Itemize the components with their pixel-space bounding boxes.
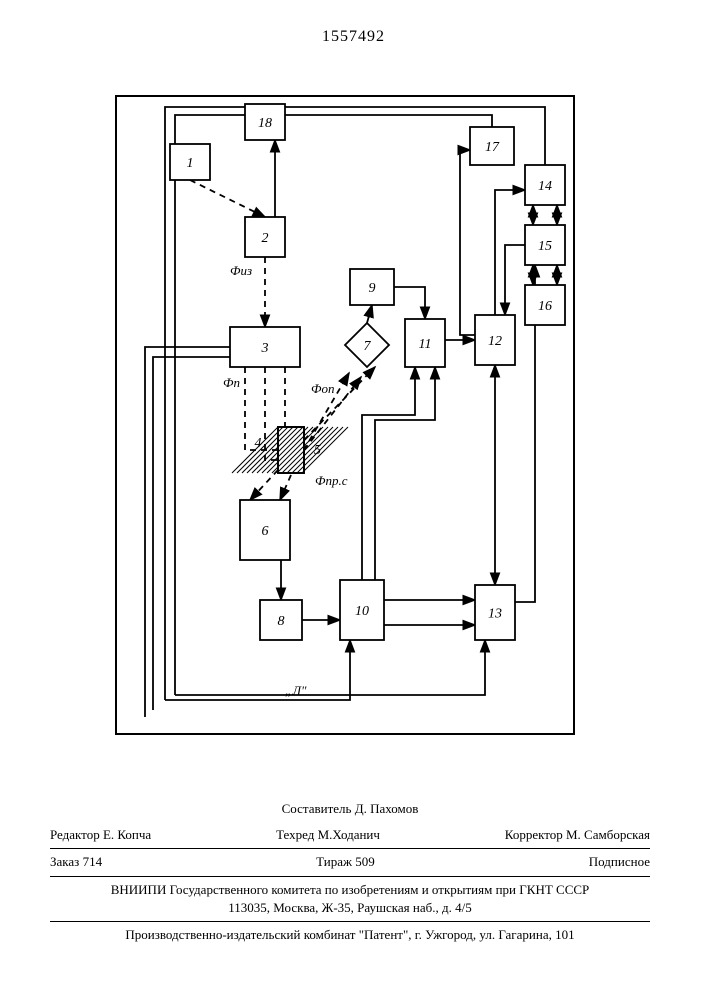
- tirazh-number: 509: [355, 854, 375, 869]
- corrector-label: Корректор: [505, 827, 563, 842]
- patent-number: 1557492: [0, 28, 707, 46]
- publisher-info: Производственно-издательский комбинат "П…: [125, 927, 574, 942]
- svg-text:2: 2: [262, 231, 269, 246]
- svg-text:7: 7: [364, 339, 372, 354]
- svg-text:Физ: Физ: [230, 263, 252, 278]
- org-address: 113035, Москва, Ж-35, Раушская наб., д. …: [50, 899, 650, 917]
- editor-label: Редактор: [50, 827, 100, 842]
- svg-text:10: 10: [355, 604, 369, 619]
- svg-text:1: 1: [187, 156, 194, 171]
- svg-text:15: 15: [538, 239, 552, 254]
- tirazh-label: Тираж: [316, 854, 352, 869]
- composer-name: Д. Пахомов: [355, 801, 419, 816]
- svg-text:8: 8: [278, 614, 285, 629]
- svg-text:18: 18: [258, 116, 272, 131]
- svg-text:Фпр.с: Фпр.с: [315, 473, 348, 488]
- subscription-label: Подписное: [589, 853, 650, 871]
- svg-text:16: 16: [538, 299, 552, 314]
- svg-text:Фоп: Фоп: [311, 381, 334, 396]
- editor-name: Е. Копча: [103, 827, 151, 842]
- svg-text:Фп: Фп: [223, 375, 240, 390]
- composer-label: Составитель: [282, 801, 352, 816]
- block-diagram: 123456789101112131415161718ФизФпФопФпр.с…: [115, 95, 575, 735]
- techred-label: Техред: [276, 827, 314, 842]
- svg-text:3: 3: [261, 341, 269, 356]
- corrector-name: М. Самборская: [566, 827, 650, 842]
- org-name: ВНИИПИ Государственного комитета по изоб…: [50, 881, 650, 899]
- order-label: Заказ: [50, 854, 79, 869]
- svg-text:„Л": „Л": [285, 683, 307, 698]
- order-number: 714: [83, 854, 103, 869]
- svg-text:9: 9: [369, 281, 376, 296]
- svg-text:6: 6: [262, 524, 269, 539]
- publication-info: Составитель Д. Пахомов Редактор Е. Копча…: [50, 800, 650, 944]
- svg-text:17: 17: [485, 140, 500, 155]
- techred-name: М.Ходанич: [318, 827, 380, 842]
- svg-text:5: 5: [314, 443, 321, 458]
- svg-text:11: 11: [419, 337, 432, 352]
- svg-text:14: 14: [538, 179, 552, 194]
- svg-text:12: 12: [488, 334, 502, 349]
- svg-text:13: 13: [488, 607, 502, 622]
